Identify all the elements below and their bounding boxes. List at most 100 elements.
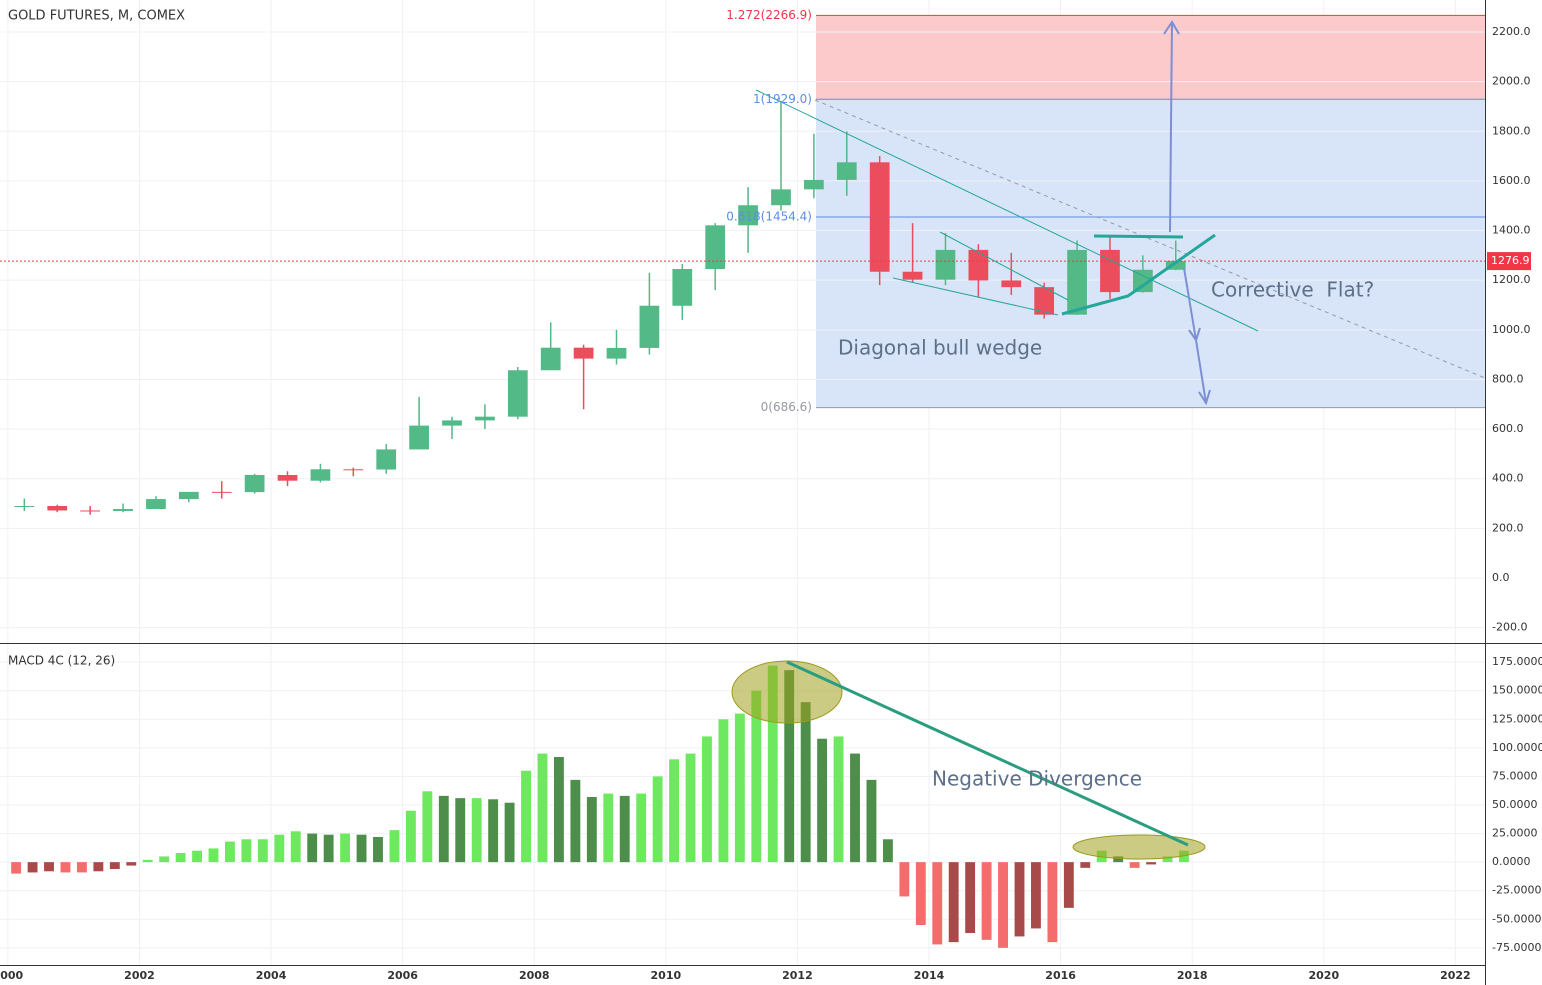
candle-body xyxy=(672,269,693,306)
macd-bar xyxy=(521,770,531,863)
macd-bar xyxy=(817,738,828,863)
macd-bar xyxy=(488,799,499,863)
arrow-down-head xyxy=(1188,327,1201,343)
macd-bar xyxy=(702,736,712,863)
y-tick-label: 800.0 xyxy=(1492,372,1524,385)
macd-bar xyxy=(1080,862,1091,868)
macd-bar xyxy=(833,736,844,863)
y-tick-label: 125.0000 xyxy=(1492,712,1542,725)
candle-body xyxy=(113,508,133,511)
macd-bar xyxy=(1113,856,1124,863)
y-tick-label: -25.0000 xyxy=(1492,884,1541,897)
candle-body xyxy=(639,305,660,348)
last-price-label: 1276.9 xyxy=(1491,254,1530,267)
macd-bar xyxy=(274,834,285,863)
y-tick-label: 175.0000 xyxy=(1492,655,1542,668)
wedge-lower-line xyxy=(892,277,1059,316)
candle-body xyxy=(902,271,923,280)
candle-body xyxy=(475,416,495,421)
annotation: Negative Divergence xyxy=(932,767,1142,791)
candle-body xyxy=(244,474,265,493)
macd-bar xyxy=(669,759,680,863)
x-tick-label: 2000 xyxy=(0,969,24,982)
y-tick-label: 1000.0 xyxy=(1492,323,1531,336)
macd-bar xyxy=(767,665,778,863)
background-layer xyxy=(0,0,1485,965)
macd-bar xyxy=(1129,862,1140,868)
macd-bar xyxy=(784,670,795,863)
candle-body xyxy=(376,449,397,470)
y-tick-label: 1200.0 xyxy=(1492,273,1531,286)
macd-bar xyxy=(422,791,433,863)
macd-bar xyxy=(44,862,54,872)
macd-bar xyxy=(586,797,597,863)
fib-label: 0(686.6) xyxy=(761,400,812,414)
macd-bar xyxy=(142,859,153,863)
candle-body xyxy=(409,425,429,450)
macd-bar xyxy=(373,837,383,863)
macd-bar xyxy=(685,753,696,863)
y-tick-label: -50.0000 xyxy=(1492,912,1541,925)
candle-body xyxy=(705,225,726,270)
macd-bar xyxy=(734,713,745,863)
macd-bar xyxy=(570,779,581,863)
y-tick-label: 2200.0 xyxy=(1492,25,1531,38)
y-tick-label: 150.0000 xyxy=(1492,684,1542,697)
candle-body xyxy=(80,510,101,512)
y-tick-label: 2000.0 xyxy=(1492,75,1531,88)
x-tick-label: 2016 xyxy=(1045,969,1076,982)
y-tick-label: 1600.0 xyxy=(1492,174,1531,187)
candle-body xyxy=(14,506,35,508)
fib-label: 0.618(1454.4) xyxy=(726,210,812,224)
y-tick-label: 25.0000 xyxy=(1492,827,1538,840)
macd-bar xyxy=(652,776,663,863)
candle-body xyxy=(211,491,232,493)
macd-bar xyxy=(932,862,943,945)
macd-bar xyxy=(159,856,170,863)
macd-bar xyxy=(27,862,38,873)
macd-bar xyxy=(504,802,515,863)
x-tick-label: 2006 xyxy=(387,969,418,982)
x-tick-label: 2020 xyxy=(1308,969,1339,982)
candle-body xyxy=(343,469,364,471)
macd-bar xyxy=(537,753,548,863)
macd-bar xyxy=(93,862,104,872)
macd-bar xyxy=(899,862,910,897)
candle-body xyxy=(442,420,462,426)
x-tick-label: 2008 xyxy=(519,969,550,982)
candle-body xyxy=(1100,249,1120,293)
macd-bar xyxy=(257,839,268,863)
wedge-inner-line xyxy=(939,231,1069,301)
macd-bar xyxy=(800,702,811,863)
candle-body xyxy=(1001,280,1022,288)
macd-bar xyxy=(998,862,1008,948)
x-tick-label: 2012 xyxy=(782,969,813,982)
candle-body xyxy=(146,499,166,509)
macd-bar xyxy=(356,834,367,863)
candle-body xyxy=(836,162,857,180)
macd-bar xyxy=(126,862,137,866)
macd-bar xyxy=(208,848,219,863)
macd-bar xyxy=(965,862,976,933)
y-tick-label: 0.0000 xyxy=(1492,855,1531,868)
candle-body xyxy=(1067,249,1087,315)
fib-zone xyxy=(816,99,1485,218)
candle-body xyxy=(771,189,791,206)
candle-body xyxy=(935,249,956,280)
fib-label: 1.272(2266.9) xyxy=(726,8,812,22)
macd-bar xyxy=(718,719,729,863)
dashed-trend xyxy=(814,99,1486,379)
y-tick-label: 50.0000 xyxy=(1492,798,1538,811)
candle-body xyxy=(507,370,528,417)
macd-bar xyxy=(455,798,466,863)
macd-bar xyxy=(1179,850,1189,863)
macd-bar xyxy=(882,839,893,863)
y-tick-label: -200.0 xyxy=(1492,621,1527,634)
macd-bar xyxy=(192,850,202,863)
macd-bar xyxy=(60,862,71,873)
macd-bar xyxy=(471,798,482,863)
macd-bar xyxy=(323,834,334,863)
x-tick-label: 2002 xyxy=(124,969,155,982)
candle-body xyxy=(738,205,758,226)
